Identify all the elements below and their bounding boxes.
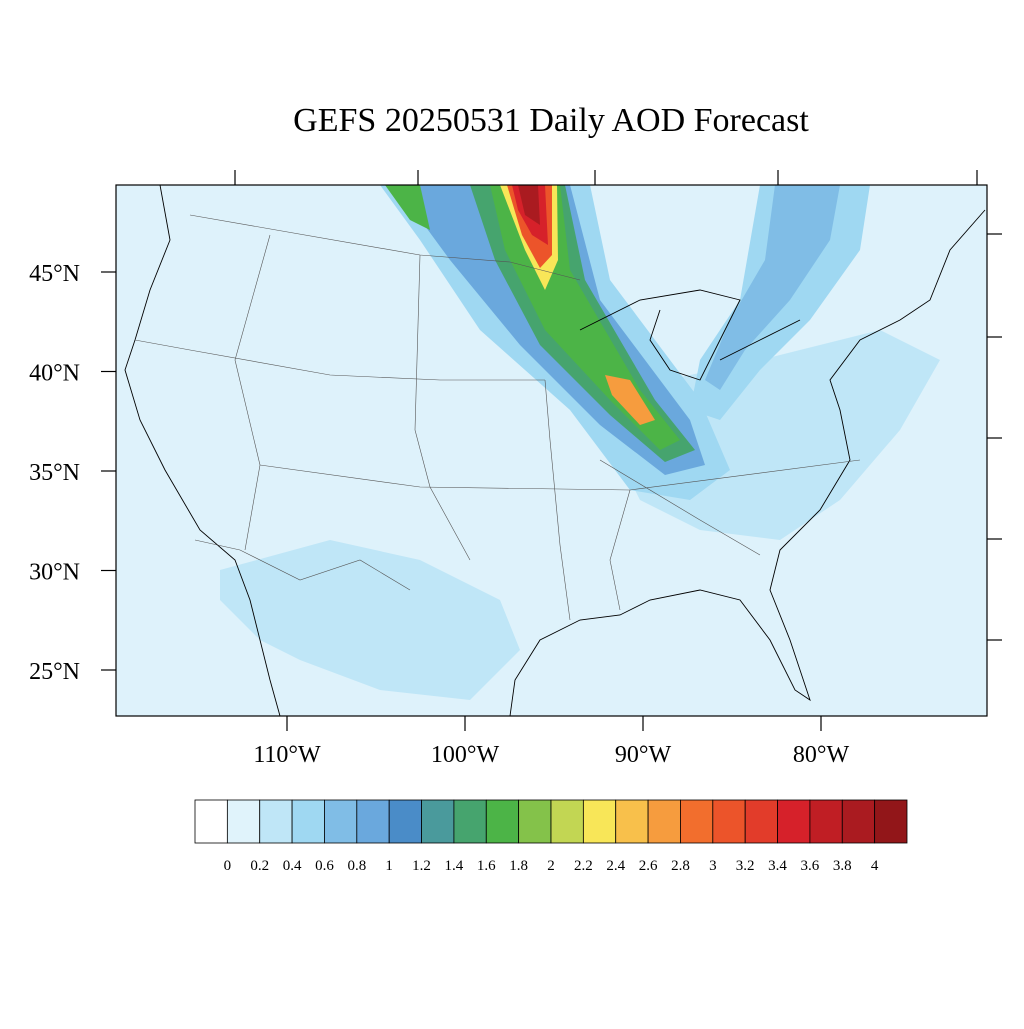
colorbar-label: 0.8 <box>347 858 366 874</box>
colorbar: 0 0.2 0.4 0.6 0.8 1 1.2 1.4 1.6 1.8 2 2.2 2.4 2.6 2.8 3… <box>194 799 908 874</box>
colorbar-label: 3.4 <box>768 858 787 874</box>
colorbar-box <box>324 799 358 844</box>
aod-plume <box>705 185 840 390</box>
lon-tick-label: 90°W <box>615 742 672 768</box>
map-area <box>116 185 987 716</box>
colorbar-label: 2.2 <box>574 858 593 874</box>
coastlines <box>124 185 986 716</box>
aod-plume <box>385 185 430 230</box>
colorbar-box <box>356 799 390 844</box>
colorbar-box <box>485 799 520 844</box>
colorbar-box <box>194 799 228 844</box>
colorbar-box <box>647 799 681 844</box>
colorbar-label: 1.6 <box>477 858 496 874</box>
colorbar-label: 1.2 <box>412 858 431 874</box>
lon-tick-label: 100°W <box>431 742 500 768</box>
colorbar-box <box>291 799 325 844</box>
colorbar-box <box>744 799 778 844</box>
colorbar-label: 3.2 <box>736 858 755 874</box>
colorbar-box <box>582 799 617 844</box>
colorbar-box <box>712 799 746 844</box>
map-frame <box>115 184 988 717</box>
colorbar-box <box>550 799 584 844</box>
lon-tick-label: 80°W <box>793 742 850 768</box>
lat-tick-label: 45°N <box>29 261 80 287</box>
aod-plume <box>605 375 655 425</box>
aod-region <box>220 540 520 700</box>
colorbar-box <box>874 799 908 844</box>
lon-tick-label: 110°W <box>253 742 321 768</box>
colorbar-box <box>680 799 714 844</box>
colorbar-label: 4 <box>871 858 879 874</box>
colorbar-box <box>226 799 261 844</box>
colorbar-box <box>259 799 293 844</box>
colorbar-box <box>518 799 552 844</box>
colorbar-label: 3 <box>709 858 717 874</box>
colorbar-label: 2.8 <box>671 858 690 874</box>
colorbar-label: 2.6 <box>639 858 658 874</box>
colorbar-label: 1.8 <box>509 858 528 874</box>
colorbar-box <box>777 799 811 844</box>
lat-tick-label: 30°N <box>29 560 80 586</box>
colorbar-box <box>453 799 487 844</box>
colorbar-label: 1.4 <box>445 858 464 874</box>
frame-ticks <box>234 170 1002 641</box>
borders <box>134 214 861 621</box>
colorbar-label: 2.4 <box>606 858 625 874</box>
colorbar-box <box>421 799 455 844</box>
colorbar-box <box>809 799 843 844</box>
colorbar-label: 0.6 <box>315 858 334 874</box>
colorbar-label: 0.2 <box>250 858 269 874</box>
colorbar-label: 3.8 <box>833 858 852 874</box>
lat-tick-label: 25°N <box>29 659 80 685</box>
colorbar-box <box>841 799 876 844</box>
colorbar-label: 1 <box>385 858 393 874</box>
colorbar-box <box>388 799 422 844</box>
colorbar-label: 0 <box>224 858 232 874</box>
colorbar-label: 0.4 <box>283 858 302 874</box>
colorbar-label: 3.6 <box>801 858 820 874</box>
colorbar-label: 2 <box>547 858 555 874</box>
aod-plume <box>518 185 540 225</box>
colorbar-box <box>615 799 649 844</box>
map-title: GEFS 20250531 Daily AOD Forecast <box>293 102 809 139</box>
axes-labels: 45°N 40°N 35°N 30°N 25°N 110°W 100°W 90°W 80°W <box>29 261 849 768</box>
lat-tick-label: 35°N <box>29 460 80 486</box>
lat-tick-label: 40°N <box>29 361 80 387</box>
